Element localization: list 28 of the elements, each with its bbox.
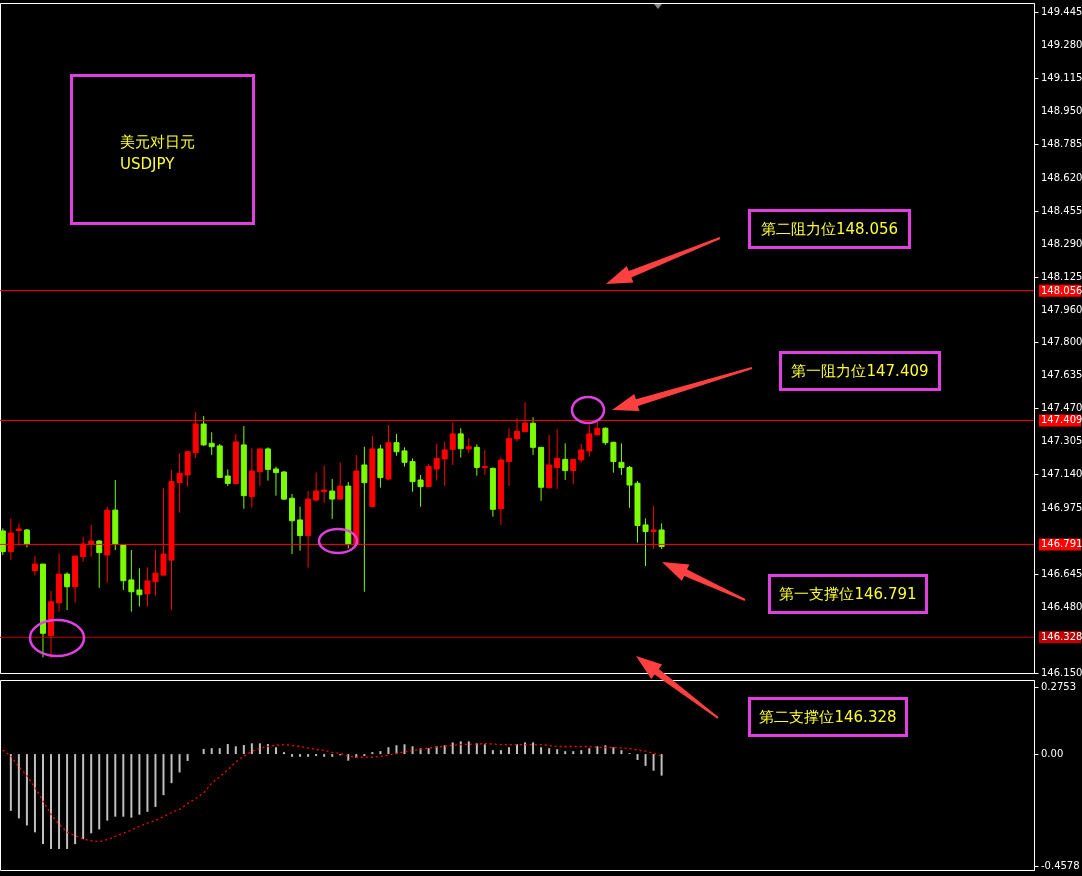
y-tick-label: 148.455 (1041, 204, 1082, 216)
y-tick-label: 147.140 (1041, 468, 1082, 480)
annotation: 第一阻力位147.409 (779, 351, 941, 391)
y-tick-label: 146.645 (1041, 567, 1082, 579)
y-tick-label: 147.800 (1041, 336, 1082, 348)
y-tick-label: 149.115 (1041, 72, 1082, 84)
y-tick-label: 147.305 (1041, 435, 1082, 447)
y-tick-label: 147.960 (1041, 303, 1082, 315)
y-tick-label: 149.445 (1041, 6, 1082, 18)
annotation: 第二阻力位148.056 (748, 209, 911, 249)
y-tick-label: 147.470 (1041, 402, 1082, 414)
y-tick-label: 146.975 (1041, 501, 1082, 513)
annotation: 第二支撑位146.328 (748, 697, 908, 737)
y-tick-label: 0.2753 (1041, 680, 1076, 692)
y-tick-label: 148.785 (1041, 138, 1082, 150)
annotation: 第一支撑位146.791 (768, 574, 928, 614)
y-tick-label: 146.150 (1041, 667, 1082, 678)
y-tick-label: 148.290 (1041, 237, 1082, 249)
y-tick-label: 0.00 (1041, 748, 1064, 760)
y-tick-label: 149.280 (1041, 39, 1082, 51)
y-tick-label: 148.620 (1041, 171, 1082, 183)
text: USDJPY (120, 155, 175, 173)
y-tick-label: 148.125 (1041, 270, 1082, 282)
y-tick-label: -0.4578 (1041, 860, 1080, 872)
text: 美元对日元 (120, 133, 195, 152)
y-tick-label: 148.950 (1041, 105, 1082, 117)
y-tick-label: 146.480 (1041, 600, 1082, 612)
y-tick-label: 147.635 (1041, 369, 1082, 381)
